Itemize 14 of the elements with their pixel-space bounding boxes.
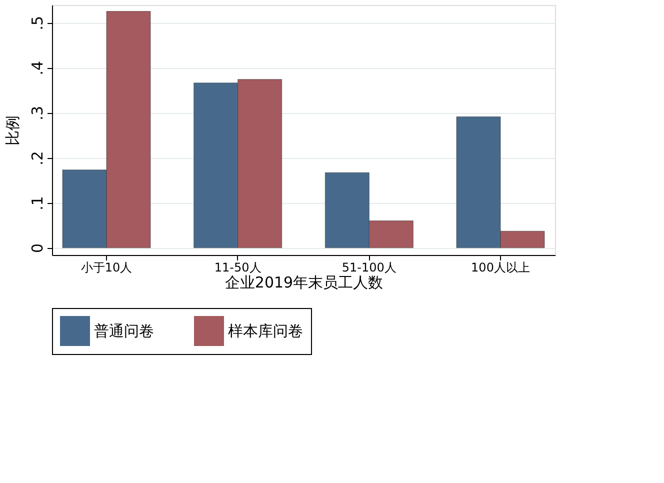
legend-label: 普通问卷 xyxy=(94,322,154,340)
y-tick-label: .2 xyxy=(28,151,46,166)
x-tick-label: 51-100人 xyxy=(342,260,396,274)
x-tick-label: 11-50人 xyxy=(214,260,262,274)
y-tick-label: .4 xyxy=(28,60,46,76)
y-axis-title: 比例 xyxy=(4,116,22,146)
y-tick-label: 0 xyxy=(28,244,46,254)
x-tick-label: 小于10人 xyxy=(80,260,132,274)
x-tick-label: 100人以上 xyxy=(471,260,530,274)
x-axis-title: 企业2019年末员工人数 xyxy=(224,274,384,292)
legend-label: 样本库问卷 xyxy=(228,322,303,340)
y-tick-label: .1 xyxy=(28,196,46,210)
y-tick-label: .3 xyxy=(28,106,46,120)
y-tick-label: .5 xyxy=(28,16,46,30)
